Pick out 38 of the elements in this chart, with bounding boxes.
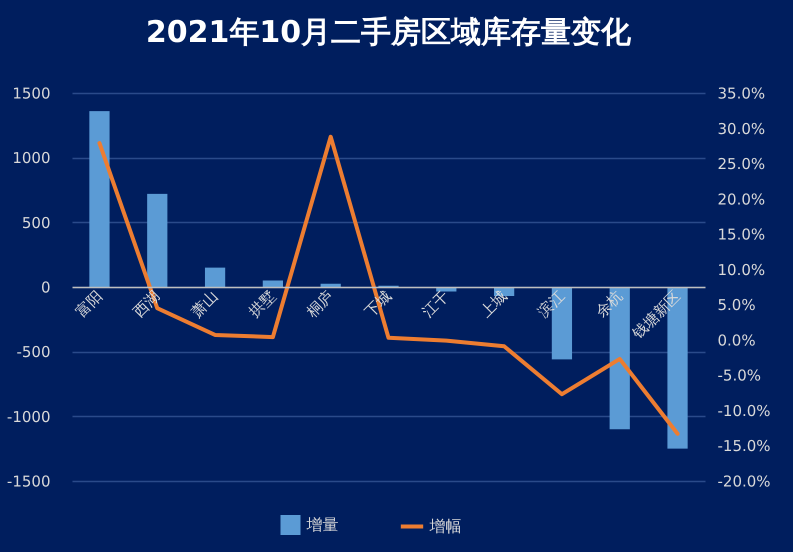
x-tick-label: 萧山 bbox=[188, 287, 222, 322]
y2-tick-label: 15.0% bbox=[718, 226, 766, 244]
y-tick-label: -1500 bbox=[6, 472, 50, 490]
bar bbox=[147, 194, 168, 287]
x-tick-label: 富阳 bbox=[72, 287, 106, 322]
y2-tick-label: 25.0% bbox=[718, 155, 766, 174]
y2-tick-label: 0.0% bbox=[718, 331, 756, 350]
bar bbox=[262, 280, 283, 287]
y-tick-label: 1500 bbox=[12, 84, 50, 102]
legend-label: 增量 bbox=[306, 515, 338, 534]
bar bbox=[89, 111, 110, 287]
y2-tick-label: 5.0% bbox=[718, 296, 756, 314]
bar bbox=[204, 268, 226, 287]
y2-tick-label: -10.0% bbox=[718, 402, 771, 420]
chart-title: 2021年10月二手房区域库存量变化 bbox=[146, 15, 632, 50]
y-tick-label: -1000 bbox=[6, 408, 50, 426]
x-tick-label: 上城 bbox=[476, 287, 510, 322]
y-tick-label: -500 bbox=[16, 343, 50, 362]
x-tick-label: 西湖 bbox=[130, 287, 164, 322]
x-tick-label: 拱墅 bbox=[245, 287, 280, 322]
y-tick-label: 0 bbox=[40, 278, 50, 296]
y2-tick-label: 30.0% bbox=[718, 120, 766, 138]
x-tick-label: 钱塘新区 bbox=[628, 287, 684, 343]
x-tick-label: 江干 bbox=[418, 287, 453, 322]
y2-tick-label: -20.0% bbox=[718, 472, 771, 490]
x-tick-label: 桐庐 bbox=[302, 287, 338, 322]
y2-tick-label: 35.0% bbox=[718, 84, 766, 102]
legend-label: 增幅 bbox=[428, 516, 462, 536]
y-tick-label: 1000 bbox=[12, 149, 50, 168]
bar bbox=[320, 284, 341, 287]
y2-tick-label: -15.0% bbox=[718, 437, 771, 456]
y2-tick-label: -5.0% bbox=[718, 366, 762, 385]
y2-tick-label: 10.0% bbox=[718, 260, 766, 279]
x-tick-label: 滨江 bbox=[534, 287, 568, 322]
x-tick-label: 下城 bbox=[360, 287, 395, 322]
y2-tick-label: 20.0% bbox=[718, 190, 766, 208]
y-tick-label: 500 bbox=[22, 214, 50, 232]
x-tick-label: 余杭 bbox=[592, 287, 626, 322]
